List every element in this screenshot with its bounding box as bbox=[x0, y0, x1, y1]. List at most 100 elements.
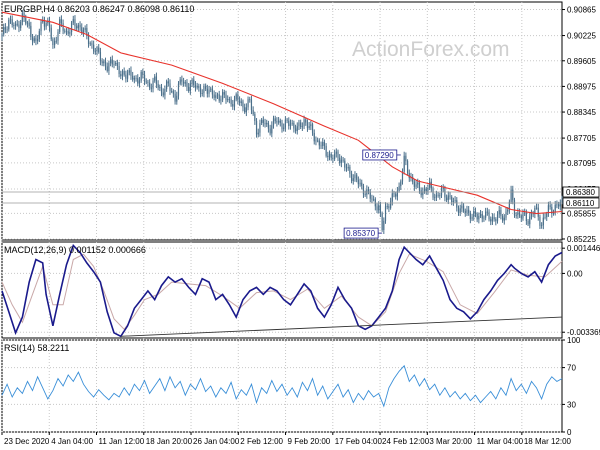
candle-body bbox=[82, 30, 85, 33]
candle-body bbox=[478, 215, 480, 220]
candle-body bbox=[459, 208, 461, 213]
x-tick-label: 18 Mar 12:00 bbox=[524, 437, 572, 446]
candle-body bbox=[121, 71, 124, 77]
candle-body bbox=[420, 190, 422, 196]
symbol-label: EURGBP,H4 bbox=[4, 4, 55, 14]
candle-body bbox=[349, 166, 351, 174]
candle-body bbox=[322, 141, 324, 146]
candle-body bbox=[1, 34, 3, 37]
candle-body bbox=[496, 214, 499, 222]
candle-body bbox=[266, 122, 268, 125]
candle-body bbox=[274, 118, 276, 122]
candle-body bbox=[182, 81, 185, 84]
candle-body bbox=[272, 118, 275, 126]
candle-body bbox=[126, 72, 129, 79]
candle-body bbox=[216, 94, 219, 96]
candle-body bbox=[227, 99, 229, 101]
candle-body bbox=[395, 194, 397, 197]
candle-body bbox=[462, 205, 465, 212]
candle-body bbox=[425, 188, 427, 192]
x-tick-label: 23 Dec 2020 bbox=[4, 437, 50, 446]
candle-body bbox=[210, 88, 212, 90]
macd-trendline bbox=[120, 316, 563, 337]
candle-body bbox=[507, 210, 509, 212]
candle-body bbox=[301, 126, 303, 128]
candle-body bbox=[108, 63, 110, 71]
candle-body bbox=[123, 71, 125, 75]
candle-body bbox=[69, 32, 71, 34]
candle-body bbox=[345, 167, 348, 169]
candle-body bbox=[500, 210, 502, 216]
candle-body bbox=[505, 211, 507, 218]
candle-body bbox=[490, 219, 492, 222]
candle-body bbox=[198, 85, 200, 88]
y-tick-label: 70 bbox=[567, 364, 576, 373]
candle-body bbox=[249, 99, 251, 101]
candle-body bbox=[313, 132, 315, 142]
candle-body bbox=[225, 94, 227, 101]
rsi-header: RSI(14) 58.2211 bbox=[4, 343, 70, 353]
candle-body bbox=[276, 121, 278, 123]
candle-body bbox=[267, 122, 270, 129]
candle-body bbox=[279, 120, 281, 123]
candle-body bbox=[406, 161, 409, 174]
candle-body bbox=[191, 79, 193, 84]
candle-body bbox=[106, 66, 108, 71]
candle-body bbox=[422, 191, 424, 196]
candle-body bbox=[530, 213, 533, 217]
candle-body bbox=[429, 181, 431, 188]
y-tick-label: 0.89605 bbox=[567, 57, 596, 66]
candle-body bbox=[222, 92, 224, 100]
candle-body bbox=[101, 61, 103, 64]
candle-body bbox=[96, 47, 98, 52]
x-tick-label: 11 Jan 12:00 bbox=[99, 437, 145, 446]
candle-body bbox=[205, 86, 207, 89]
candle-body bbox=[544, 217, 546, 218]
candle-body bbox=[452, 201, 454, 202]
candle-body bbox=[376, 206, 378, 211]
candle-body bbox=[177, 83, 180, 96]
candle-body bbox=[468, 209, 470, 213]
candle-body bbox=[451, 196, 453, 202]
candle-body bbox=[247, 99, 249, 108]
candle-body bbox=[391, 193, 393, 202]
candle-body bbox=[373, 199, 375, 201]
candle-body bbox=[132, 75, 134, 80]
candle-body bbox=[378, 205, 380, 211]
candle-body bbox=[434, 197, 436, 199]
candle-body bbox=[4, 27, 6, 30]
price-header: EURGBP,H4 0.86203 0.86247 0.86098 0.8611… bbox=[4, 4, 194, 14]
candle-body bbox=[33, 38, 35, 42]
candle-body bbox=[323, 141, 326, 146]
candle-body bbox=[193, 79, 195, 86]
candle-body bbox=[257, 132, 259, 135]
y-tick-label: 0 bbox=[567, 428, 572, 437]
candle-body bbox=[208, 89, 210, 94]
candle-body bbox=[379, 205, 382, 214]
candle-body bbox=[294, 128, 297, 132]
candle-body bbox=[62, 23, 64, 31]
candle-body bbox=[147, 81, 149, 83]
candle-body bbox=[6, 29, 8, 31]
candle-body bbox=[466, 209, 468, 213]
candle-body bbox=[541, 225, 543, 226]
candle-body bbox=[81, 27, 83, 33]
candle-body bbox=[154, 76, 156, 81]
candle-body bbox=[67, 31, 69, 34]
candle-body bbox=[491, 217, 494, 222]
candle-body bbox=[171, 90, 173, 92]
candle-body bbox=[237, 94, 239, 101]
price-tag-label: 0.86380 bbox=[566, 188, 595, 197]
candle-body bbox=[335, 151, 337, 154]
candle-body bbox=[347, 166, 349, 169]
candle-body bbox=[245, 107, 247, 113]
candle-body bbox=[442, 188, 444, 190]
candle-body bbox=[342, 159, 344, 161]
candle-body bbox=[362, 185, 365, 195]
candle-body bbox=[232, 104, 234, 107]
candle-body bbox=[518, 212, 521, 217]
candle-body bbox=[143, 74, 146, 82]
candle-body bbox=[288, 120, 290, 127]
candle-body bbox=[86, 27, 88, 36]
annotation-label: 0.85370 bbox=[346, 229, 375, 238]
